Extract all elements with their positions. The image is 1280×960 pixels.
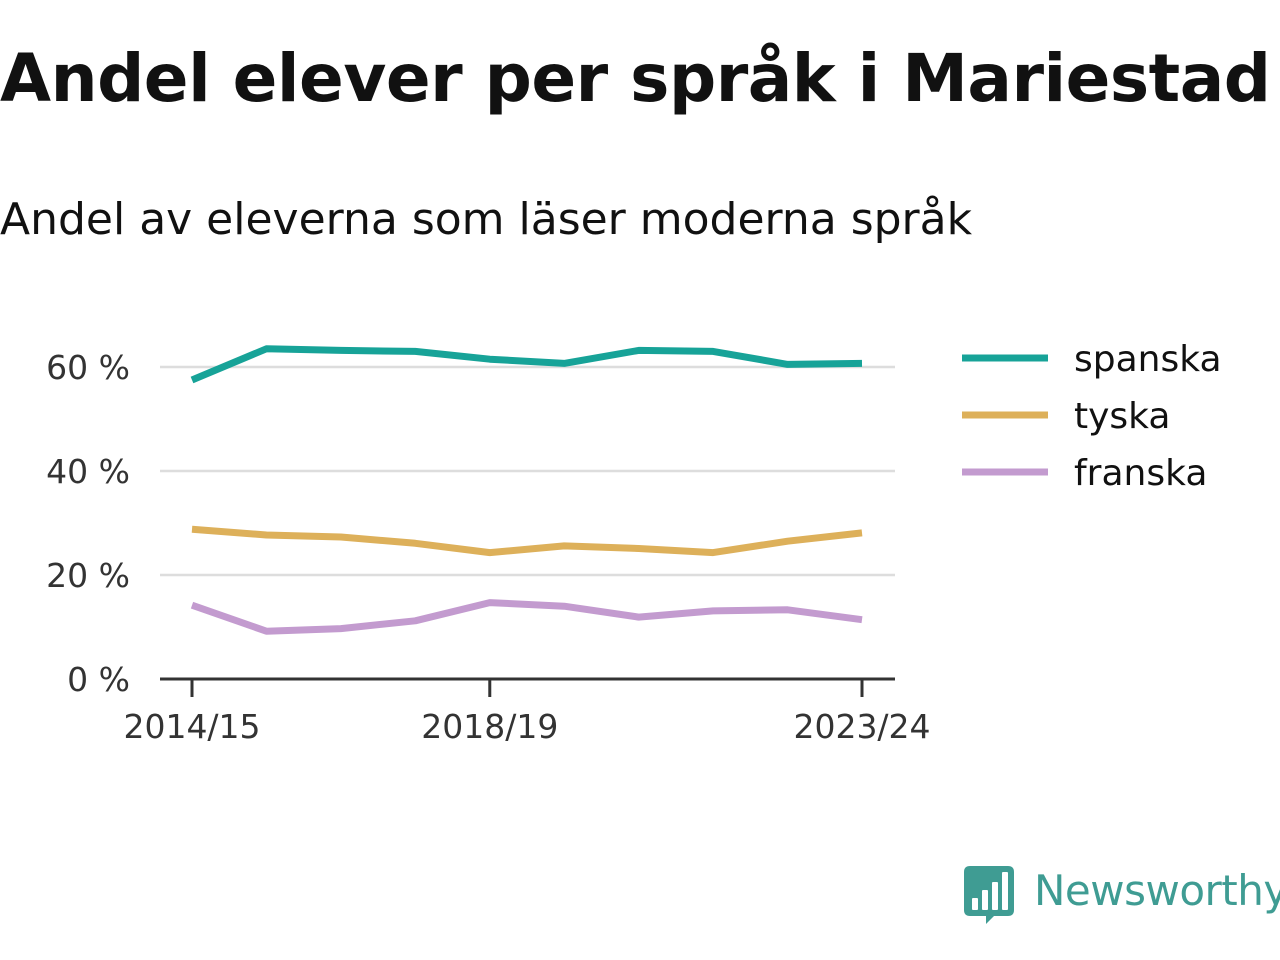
y-tick-label: 40 % <box>46 452 130 491</box>
legend-label-tyska: tyska <box>1074 396 1170 437</box>
series-line-spanska <box>190 345 863 384</box>
newsworthy-logo: Newsworthy <box>964 864 1280 928</box>
series-line-franska <box>190 599 863 635</box>
x-axis <box>160 677 895 697</box>
y-tick-label: 20 % <box>46 556 130 595</box>
legend-label-franska: franska <box>1074 453 1207 494</box>
y-tick-label: 0 % <box>67 660 130 699</box>
legend-label-spanska: spanska <box>1074 339 1222 380</box>
x-tick-label: 2014/15 <box>123 707 260 746</box>
chart-subtitle: Andel av eleverna som läser moderna språ… <box>0 194 973 245</box>
series-line-tyska <box>191 525 863 557</box>
y-tick-label: 60 % <box>46 348 130 387</box>
x-tick-label: 2018/19 <box>421 707 558 746</box>
bar-chart-speech-bubble-icon <box>964 866 1014 924</box>
chart-title: Andel elever per språk i Mariestad <box>0 40 1271 117</box>
x-tick-label: 2023/24 <box>793 707 930 746</box>
y-axis-labels: 0 % 20 % 40 % 60 % <box>46 348 130 699</box>
legend: spanska tyska franska <box>962 339 1222 494</box>
brand-name: Newsworthy <box>1034 866 1280 915</box>
x-axis-labels: 2014/15 2018/19 2023/24 <box>123 707 930 746</box>
series-lines <box>190 345 863 635</box>
gridlines <box>160 365 895 577</box>
